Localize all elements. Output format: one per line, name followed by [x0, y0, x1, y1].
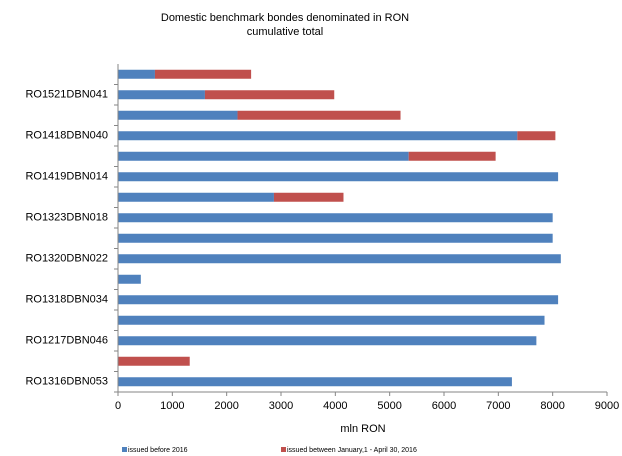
category-label-ro1316dbn053: RO1316DBN053 — [25, 376, 108, 388]
legend: issued before 2016 issued between Januar… — [122, 447, 417, 454]
category-labels: RO1316DBN053 RO1217DBN046 RO1318DBN034 RO13… — [25, 89, 108, 388]
bar-before-2016-row-14 — [118, 110, 238, 120]
bar-before-2016-row-6 — [118, 274, 141, 284]
x-tick-label-1000: 1000 — [160, 400, 184, 412]
category-label-ro1320dbn022: RO1320DBN022 — [25, 253, 108, 265]
chart-subtitle: cumulative total — [247, 26, 323, 38]
bar-before-2016-row-10 — [118, 192, 274, 202]
legend-label-issued-before-2016: issued before 2016 — [128, 447, 188, 454]
legend-swatch-issued-2016 — [281, 447, 286, 452]
x-tick-label-8000: 8000 — [540, 400, 564, 412]
bar-before-2016-row-13 — [118, 131, 518, 141]
bar-issued-2016-row-13 — [517, 131, 556, 141]
legend-label-issued-2016: issued between January,1 - April 30, 201… — [287, 447, 417, 454]
category-label-ro1419dbn014: RO1419DBN014 — [25, 171, 108, 183]
x-tick-label-3000: 3000 — [269, 400, 293, 412]
bar-issued-2016-row-14 — [237, 110, 401, 120]
category-label-ro1323dbn018: RO1323DBN018 — [25, 212, 108, 224]
bar-issued-2016-row-2 — [118, 356, 190, 366]
x-axis-ticks: 0 1000 2000 3000 4000 5000 6000 7000 8000 9000 — [115, 392, 619, 412]
x-axis-title: mln RON — [340, 423, 385, 435]
chart-title: Domestic benchmark bondes denominated in… — [161, 12, 409, 24]
bar-before-2016-row-4 — [118, 315, 545, 325]
bar-before-2016-row-11 — [118, 172, 559, 182]
bar-before-2016-row-5 — [118, 295, 559, 305]
bar-before-2016-row-16 — [118, 69, 155, 79]
bars-group — [114, 69, 561, 393]
category-label-ro1217dbn046: RO1217DBN046 — [25, 335, 108, 347]
x-tick-label-4000: 4000 — [323, 400, 347, 412]
bar-before-2016-row-7 — [118, 254, 561, 264]
bar-before-2016-row-9 — [118, 213, 553, 223]
x-tick-label-9000: 9000 — [595, 400, 619, 412]
category-label-ro1418dbn040: RO1418DBN040 — [25, 130, 108, 142]
bar-before-2016-row-8 — [118, 233, 553, 243]
category-label-ro1318dbn034: RO1318DBN034 — [25, 294, 108, 306]
x-tick-label-0: 0 — [115, 400, 121, 412]
bar-before-2016-row-3 — [118, 336, 537, 346]
bar-before-2016-row-15 — [118, 90, 205, 100]
bar-issued-2016-row-10 — [273, 192, 344, 202]
x-tick-label-6000: 6000 — [432, 400, 456, 412]
bar-issued-2016-row-12 — [408, 151, 496, 161]
bar-before-2016-row-1 — [118, 377, 512, 387]
x-tick-label-2000: 2000 — [214, 400, 238, 412]
x-tick-label-7000: 7000 — [486, 400, 510, 412]
bar-issued-2016-row-15 — [204, 90, 335, 100]
bar-before-2016-row-12 — [118, 151, 409, 161]
bar-issued-2016-row-16 — [154, 69, 252, 79]
x-tick-label-5000: 5000 — [377, 400, 401, 412]
legend-swatch-issued-before-2016 — [122, 447, 127, 452]
category-label-ro1521dbn041: RO1521DBN041 — [25, 89, 108, 101]
